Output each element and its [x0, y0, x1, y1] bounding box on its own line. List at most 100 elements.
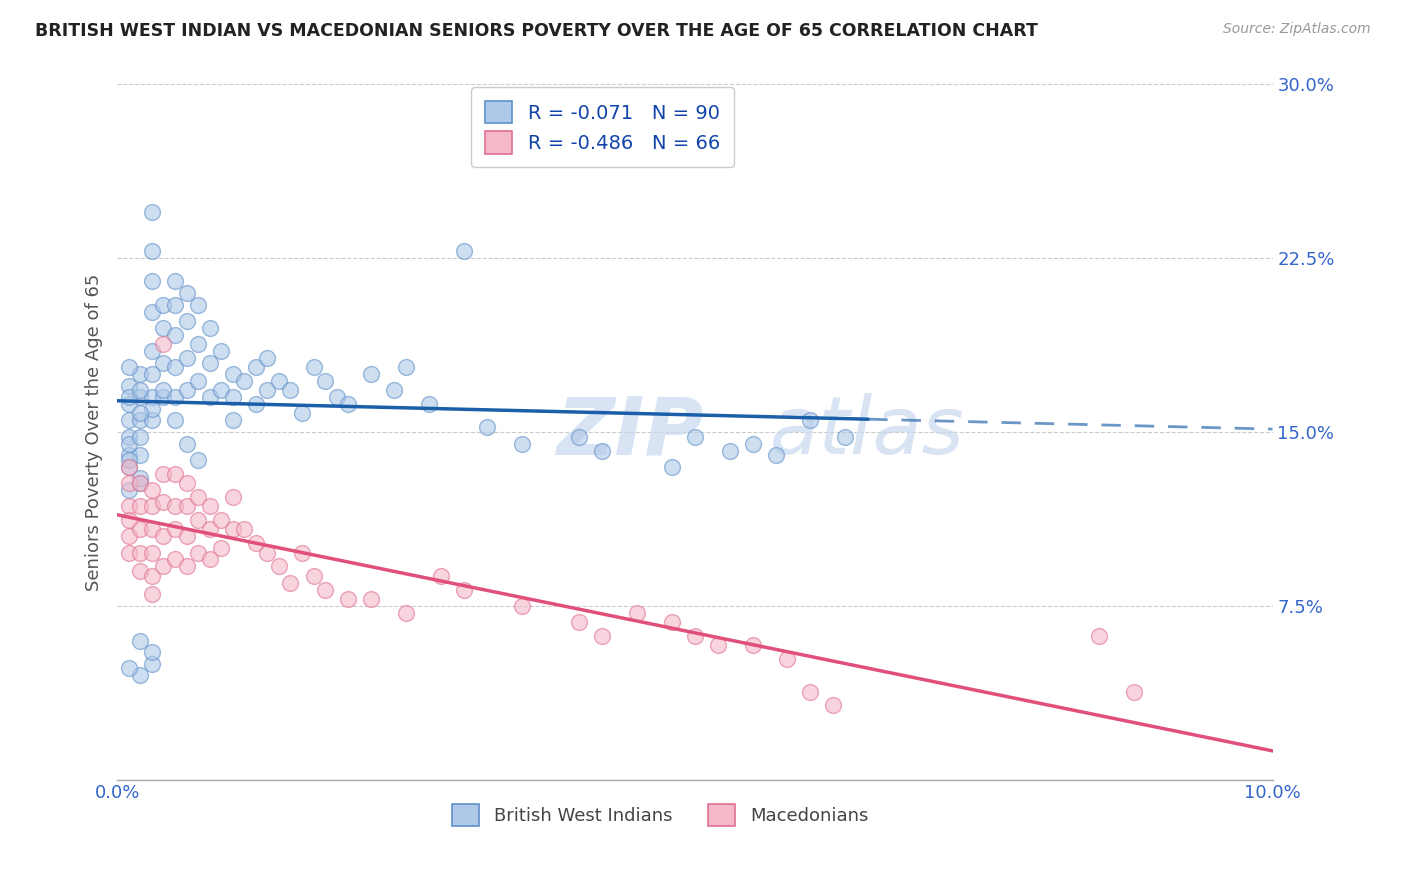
Point [152, 320, 174, 334]
Point [141, 413, 163, 427]
Point [163, 499, 186, 513]
Point [187, 297, 209, 311]
Point [280, 575, 302, 590]
Point [198, 320, 221, 334]
Point [176, 351, 198, 365]
Point [187, 490, 209, 504]
Point [198, 552, 221, 566]
Point [118, 436, 141, 450]
Point [176, 285, 198, 300]
Point [129, 390, 152, 404]
Point [129, 384, 152, 398]
Point [141, 304, 163, 318]
Point [314, 374, 336, 388]
Point [325, 390, 347, 404]
Point [163, 297, 186, 311]
Point [661, 459, 683, 474]
Point [152, 467, 174, 481]
Point [163, 390, 186, 404]
Point [683, 629, 706, 643]
Point [198, 355, 221, 369]
Point [591, 443, 613, 458]
Point [141, 274, 163, 288]
Point [118, 499, 141, 513]
Point [118, 390, 141, 404]
Point [129, 475, 152, 490]
Point [209, 513, 232, 527]
Point [152, 297, 174, 311]
Point [141, 499, 163, 513]
Point [568, 615, 591, 629]
Point [765, 448, 787, 462]
Point [302, 568, 325, 582]
Y-axis label: Seniors Poverty Over the Age of 65: Seniors Poverty Over the Age of 65 [86, 273, 103, 591]
Point [118, 448, 141, 462]
Point [129, 367, 152, 381]
Legend: British West Indians, Macedonians: British West Indians, Macedonians [444, 797, 876, 833]
Point [141, 522, 163, 536]
Point [510, 436, 533, 450]
Point [395, 606, 418, 620]
Point [141, 645, 163, 659]
Point [176, 384, 198, 398]
Point [152, 559, 174, 574]
Point [233, 522, 256, 536]
Point [198, 522, 221, 536]
Point [118, 459, 141, 474]
Point [141, 343, 163, 358]
Point [118, 513, 141, 527]
Point [267, 559, 290, 574]
Point [187, 513, 209, 527]
Point [222, 413, 245, 427]
Point [129, 430, 152, 444]
Point [187, 374, 209, 388]
Point [163, 467, 186, 481]
Point [141, 587, 163, 601]
Point [302, 360, 325, 375]
Point [187, 545, 209, 559]
Point [776, 652, 799, 666]
Point [152, 529, 174, 543]
Point [141, 545, 163, 559]
Point [163, 327, 186, 342]
Point [799, 413, 821, 427]
Point [222, 490, 245, 504]
Point [129, 413, 152, 427]
Text: ZIP: ZIP [557, 393, 703, 471]
Point [152, 390, 174, 404]
Point [510, 599, 533, 613]
Point [152, 494, 174, 508]
Point [118, 661, 141, 675]
Point [429, 568, 451, 582]
Point [198, 499, 221, 513]
Point [176, 499, 198, 513]
Point [129, 522, 152, 536]
Point [683, 430, 706, 444]
Point [209, 541, 232, 555]
Point [245, 360, 267, 375]
Point [233, 374, 256, 388]
Point [118, 430, 141, 444]
Point [222, 522, 245, 536]
Point [245, 536, 267, 550]
Point [267, 374, 290, 388]
Point [453, 244, 475, 259]
Point [222, 367, 245, 381]
Point [118, 453, 141, 467]
Point [163, 552, 186, 566]
Point [280, 384, 302, 398]
Point [360, 367, 382, 381]
Point [245, 397, 267, 411]
Point [799, 684, 821, 698]
Point [129, 564, 152, 578]
Point [198, 390, 221, 404]
Point [141, 401, 163, 416]
Point [256, 351, 278, 365]
Point [118, 378, 141, 392]
Point [222, 390, 245, 404]
Point [141, 205, 163, 219]
Point [418, 397, 440, 411]
Point [1088, 629, 1111, 643]
Point [163, 274, 186, 288]
Point [163, 522, 186, 536]
